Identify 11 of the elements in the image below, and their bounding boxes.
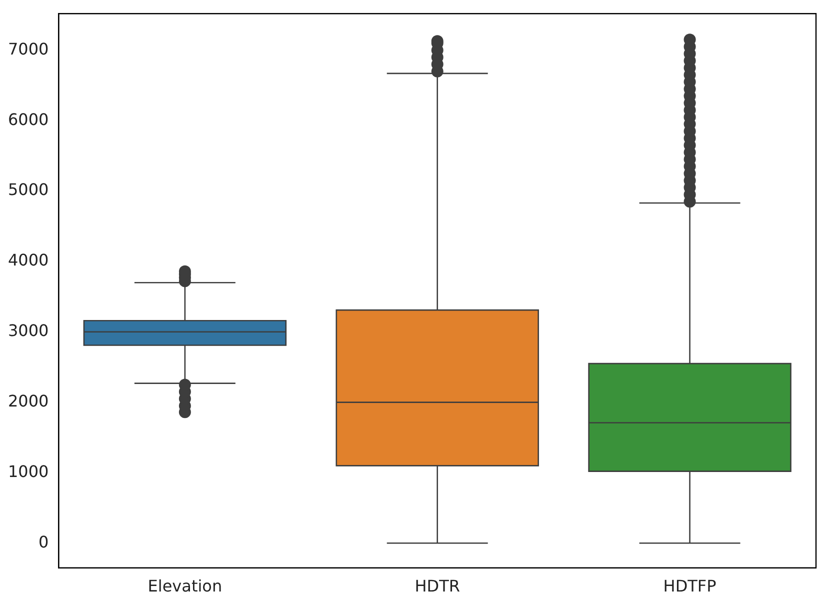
y-tick-label: 3000	[8, 321, 49, 340]
x-tick-label: HDTR	[414, 576, 460, 596]
y-tick-label: 7000	[8, 39, 49, 58]
y-tick-label: 2000	[8, 391, 49, 410]
y-tick-label: 1000	[8, 462, 49, 481]
y-tick-label: 4000	[8, 250, 49, 270]
y-tick-label: 5000	[8, 180, 49, 200]
x-tick-label: HDTFP	[663, 576, 717, 596]
y-tick-label: 6000	[8, 110, 49, 129]
x-tick-label: Elevation	[148, 576, 222, 596]
y-tick-label: 0	[38, 532, 49, 552]
